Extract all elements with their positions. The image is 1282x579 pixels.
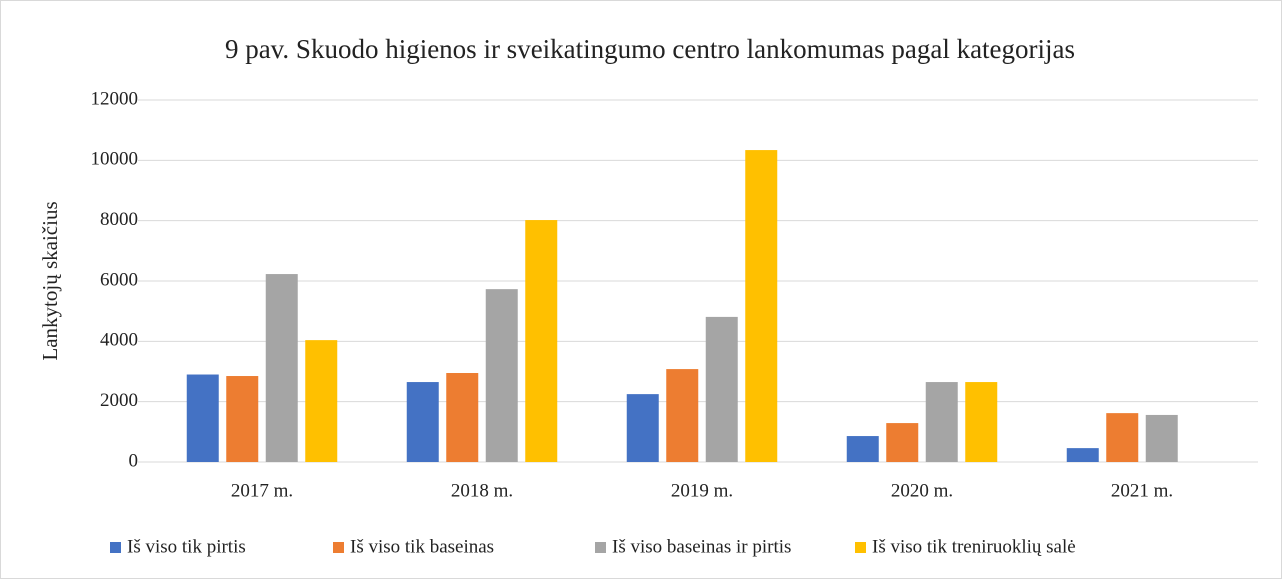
bar <box>406 382 439 462</box>
x-tick-label: 2017 m. <box>231 480 293 501</box>
x-tick-label: 2021 m. <box>1111 480 1173 501</box>
y-tick-label: 4000 <box>100 330 138 351</box>
bar <box>886 423 919 462</box>
bar <box>485 289 518 462</box>
bar <box>705 316 738 462</box>
x-tick-label: 2018 m. <box>451 480 513 501</box>
bar <box>186 374 219 462</box>
x-tick-label: 2020 m. <box>891 480 953 501</box>
bar <box>965 382 998 462</box>
bar <box>265 274 298 462</box>
bar <box>1106 413 1139 462</box>
y-tick-label: 2000 <box>100 390 138 411</box>
legend-swatch <box>595 542 606 553</box>
bar <box>745 150 778 462</box>
bar <box>1066 448 1099 462</box>
legend-label: Iš viso tik pirtis <box>127 536 246 557</box>
bar <box>846 436 879 462</box>
bar <box>626 394 659 462</box>
bar <box>925 382 958 462</box>
legend-swatch <box>110 542 121 553</box>
y-axis-label: Lankytojų skaičius <box>38 201 62 360</box>
legend-label: Iš viso tik treniruoklių salė <box>872 536 1076 557</box>
y-tick-label: 6000 <box>100 269 138 290</box>
legend-label: Iš viso tik baseinas <box>350 536 494 557</box>
bar <box>525 220 558 462</box>
bar <box>305 340 338 462</box>
bar <box>666 369 699 462</box>
y-tick-label: 12000 <box>91 88 139 109</box>
y-tick-label: 8000 <box>100 209 138 230</box>
legend-swatch <box>333 542 344 553</box>
legend-label: Iš viso baseinas ir pirtis <box>612 536 791 557</box>
bar <box>446 373 479 462</box>
bar <box>1145 414 1178 462</box>
bar <box>226 376 259 462</box>
chart-title: 9 pav. Skuodo higienos ir sveikatingumo … <box>225 34 1075 64</box>
y-tick-label: 10000 <box>91 149 139 170</box>
legend-swatch <box>855 542 866 553</box>
y-tick-label: 0 <box>129 450 139 471</box>
x-tick-label: 2019 m. <box>671 480 733 501</box>
